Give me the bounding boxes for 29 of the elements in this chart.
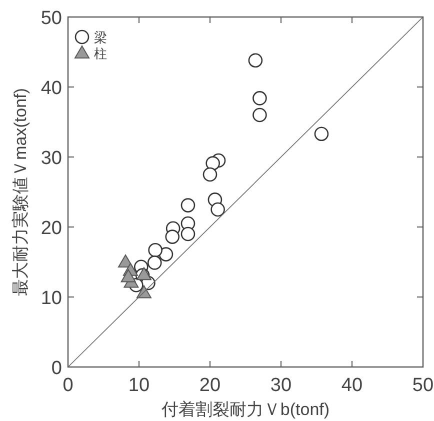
point — [252, 108, 267, 122]
x-tick-label: 10 — [128, 375, 150, 396]
point — [147, 256, 162, 270]
y-tick-label: 10 — [40, 288, 62, 309]
y-tick-label: 40 — [40, 78, 62, 99]
x-tick-label: 40 — [341, 375, 363, 396]
x-axis-title: 付着割裂耐力Ｖb(tonf) — [160, 400, 330, 419]
x-tick-label: 50 — [412, 375, 434, 396]
y-axis-title: 最大耐力実験値Ｖmax(tonf) — [11, 88, 30, 296]
point — [206, 156, 220, 170]
point — [180, 198, 196, 212]
y-tick-label: 0 — [51, 358, 62, 379]
y-tick-label: 30 — [40, 148, 62, 169]
legend-label: 梁 — [94, 30, 107, 45]
legend-label: 柱 — [94, 46, 107, 61]
point — [180, 226, 196, 242]
point — [210, 202, 225, 217]
point — [202, 167, 218, 182]
point — [148, 242, 162, 258]
point — [158, 247, 174, 262]
point — [120, 269, 136, 282]
point — [248, 53, 263, 68]
x-tick-label: 30 — [270, 375, 292, 396]
y-tick-label: 50 — [40, 8, 62, 29]
point — [314, 126, 329, 142]
point — [165, 230, 180, 244]
point — [252, 91, 267, 106]
x-tick-label: 20 — [199, 375, 221, 396]
y-tick-label: 20 — [40, 218, 62, 239]
